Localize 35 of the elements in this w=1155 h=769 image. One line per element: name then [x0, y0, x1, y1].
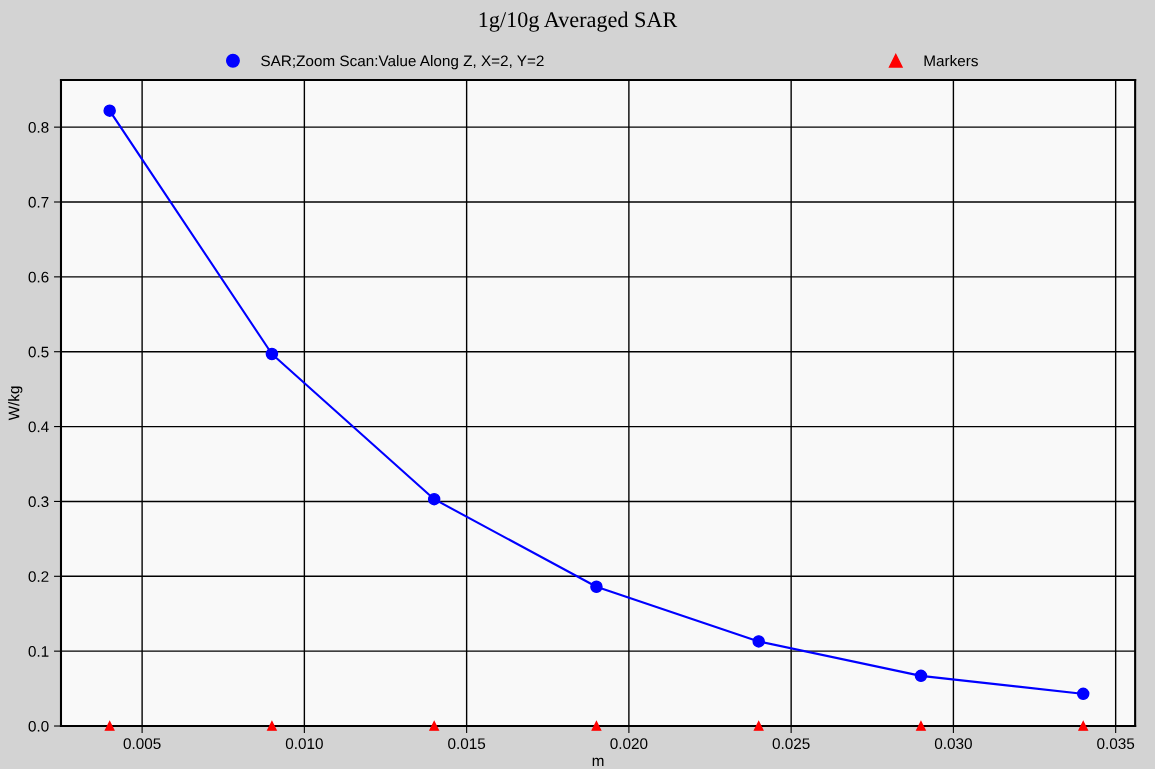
legend-label: SAR;Zoom Scan:Value Along Z, X=2, Y=2 [261, 55, 544, 70]
y-tick-label: 0.0 [28, 720, 49, 732]
chart-title: 1g/10g Averaged SAR [479, 11, 678, 32]
y-tick-label: 0.3 [28, 496, 49, 508]
point [914, 669, 928, 683]
point [104, 721, 115, 731]
point [267, 721, 277, 731]
y-tick-label: 0.6 [28, 271, 49, 283]
y-tick-label: 0.5 [28, 346, 49, 358]
point [752, 635, 765, 648]
y-tick-label: 0.4 [28, 421, 49, 433]
legend-label: Markers [924, 55, 978, 67]
point [1078, 721, 1089, 731]
y-tick-label: 0.7 [28, 196, 49, 208]
y-tick-label: 0.8 [28, 122, 49, 133]
point [753, 721, 764, 731]
x-tick-label: 0.020 [610, 738, 648, 750]
y-axis-title: W/kg [8, 386, 23, 421]
point [429, 721, 440, 731]
x-tick-label: 0.035 [1097, 738, 1135, 750]
point [916, 721, 926, 731]
x-tick-label: 0.025 [772, 738, 810, 750]
point [1076, 687, 1090, 701]
x-axis-title: m [592, 757, 604, 766]
point [590, 580, 603, 594]
point [427, 492, 441, 506]
x-tick-label: 0.015 [448, 738, 486, 750]
x-tick-label: 0.010 [285, 738, 323, 750]
y-tick-label: 0.1 [28, 646, 49, 657]
point [591, 721, 602, 731]
x-tick-label: 0.005 [123, 738, 161, 750]
point [103, 104, 116, 117]
x-tick-label: 0.030 [934, 738, 972, 750]
point [265, 347, 279, 361]
y-tick-label: 0.2 [28, 571, 49, 582]
